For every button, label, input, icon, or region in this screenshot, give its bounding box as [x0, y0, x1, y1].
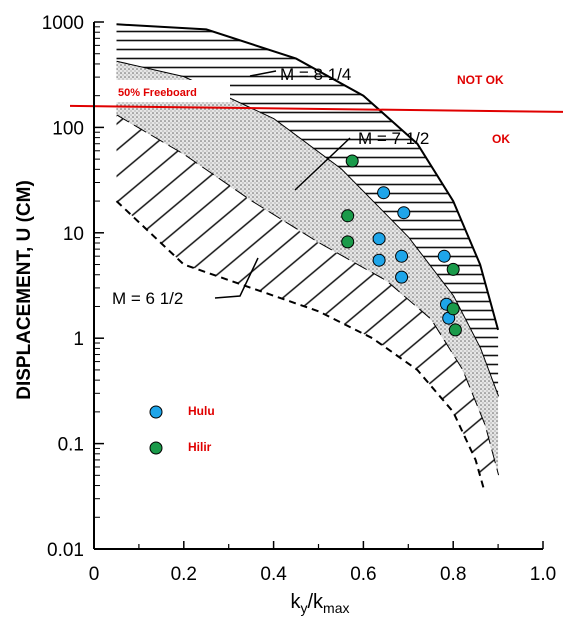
band-area-1 — [116, 61, 499, 476]
x-tick-label: 0.4 — [260, 564, 287, 585]
x-label-main: k — [290, 591, 301, 613]
x-label-sub1: y — [300, 600, 307, 616]
ok-label: OK — [492, 132, 510, 146]
y-tick-label: 0.01 — [47, 540, 84, 561]
y-tick-label: 0.1 — [58, 435, 84, 456]
point-hulu — [397, 206, 411, 220]
band-label-text: M = 6 1/2 — [112, 289, 183, 308]
x-axis-label: ky/kmax — [290, 591, 349, 616]
x-tick-label: 0.2 — [171, 564, 197, 585]
point-hulu — [372, 253, 386, 267]
point-hilir — [345, 154, 359, 168]
y-tick-label: 10 — [63, 224, 84, 245]
point-hulu — [395, 270, 409, 284]
point-hilir — [341, 209, 355, 223]
freeboard-line — [69, 104, 563, 113]
freeboard-threshold — [69, 104, 563, 113]
point-hilir — [446, 302, 460, 316]
y-tick-label: 1000 — [42, 13, 84, 34]
point-hilir — [341, 235, 355, 249]
freeboard-label-box — [106, 80, 230, 102]
point-hulu — [377, 186, 391, 200]
band-label-m6: M = 6 1/2 — [112, 257, 259, 308]
band-label-m8: M = 8 1/4 — [249, 65, 351, 84]
band-boundary-top — [116, 23, 500, 331]
y-axis-ticks: 0.01 0.1 1 10 100 1000 — [42, 13, 104, 561]
not-ok-label: NOT OK — [457, 73, 504, 87]
x-label-sep: /k — [307, 591, 324, 613]
legend-swatch-hulu — [149, 405, 163, 419]
point-hilir — [448, 323, 462, 337]
band-label-text: M = 7 1/2 — [358, 129, 429, 148]
y-axis-label: DISPLACEMENT, U (CM) — [14, 180, 35, 400]
legend: Hulu Hilir — [149, 404, 215, 455]
x-axis-ticks: 0 0.2 0.4 0.6 0.8 1.0 — [89, 541, 556, 585]
point-hulu — [372, 232, 386, 246]
legend-swatch-hilir — [149, 441, 163, 455]
legend-label-hulu: Hulu — [188, 404, 215, 418]
y-tick-label: 100 — [52, 118, 84, 139]
point-hilir — [446, 262, 460, 276]
x-tick-label: 0 — [89, 564, 100, 585]
band-area-0 — [116, 24, 499, 397]
freeboard-label: 50% Freeboard — [118, 87, 197, 99]
point-hulu — [395, 249, 409, 263]
data-points — [341, 154, 462, 337]
x-label-sub2: max — [323, 600, 349, 616]
band-area-2 — [116, 115, 499, 492]
band-label-m7: M = 7 1/2 — [294, 129, 429, 191]
point-hulu — [437, 249, 451, 263]
y-tick-label: 1 — [73, 329, 84, 350]
legend-label-hilir: Hilir — [188, 440, 212, 454]
band-label-text: M = 8 1/4 — [280, 65, 351, 84]
x-tick-label: 0.6 — [350, 564, 376, 585]
x-tick-label: 0.8 — [440, 564, 466, 585]
x-tick-label: 1.0 — [530, 564, 556, 585]
